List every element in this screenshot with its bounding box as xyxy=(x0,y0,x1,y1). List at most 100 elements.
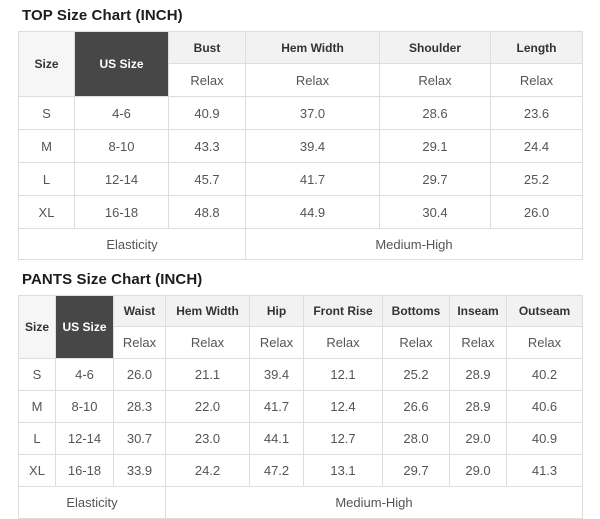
value-cell: 45.7 xyxy=(168,162,246,196)
value-cell: 28.9 xyxy=(449,390,507,423)
value-cell: 26.0 xyxy=(113,358,166,391)
value-cell: 40.9 xyxy=(168,96,246,130)
pants-header-row: Size US Size Waist Hem Width Hip Front R… xyxy=(18,295,583,359)
pants-header-hip: Hip xyxy=(249,295,304,327)
value-cell: 21.1 xyxy=(165,358,250,391)
top-header-hem-width: Hem Width xyxy=(245,31,380,64)
pants-header-us-size: US Size xyxy=(55,295,114,359)
value-cell: 28.6 xyxy=(379,96,491,130)
value-cell: 25.2 xyxy=(382,358,450,391)
size-cell: M xyxy=(18,390,56,423)
top-fit-row: Relax Relax Relax Relax xyxy=(19,63,583,97)
top-header-us-size: US Size xyxy=(74,31,169,97)
value-cell: 28.3 xyxy=(113,390,166,423)
value-cell: 26.6 xyxy=(382,390,450,423)
top-header-row: Size US Size Bust Hem Width Shoulder Len… xyxy=(18,31,583,97)
fit-cell: Relax xyxy=(303,326,383,359)
us-size-cell: 4-6 xyxy=(55,358,114,391)
pants-size-table: Size US Size Waist Hem Width Hip Front R… xyxy=(18,295,583,519)
value-cell: 13.1 xyxy=(303,454,383,487)
elasticity-label: Elasticity xyxy=(18,486,166,519)
table-row: L 12-14 30.7 23.0 44.1 12.7 28.0 29.0 40… xyxy=(18,422,583,455)
value-cell: 44.1 xyxy=(249,422,304,455)
table-row: S 4-6 40.9 37.0 28.6 23.6 xyxy=(18,96,583,130)
pants-header-hem-width: Hem Width xyxy=(165,295,250,327)
fit-cell: Relax xyxy=(449,326,507,359)
top-header-bust: Bust xyxy=(168,31,246,64)
value-cell: 23.6 xyxy=(490,96,583,130)
size-cell: L xyxy=(18,162,75,196)
value-cell: 26.0 xyxy=(490,195,583,229)
value-cell: 12.7 xyxy=(303,422,383,455)
value-cell: 48.8 xyxy=(168,195,246,229)
table-row: XL 16-18 33.9 24.2 47.2 13.1 29.7 29.0 4… xyxy=(18,454,583,487)
us-size-cell: 4-6 xyxy=(74,96,169,130)
top-elasticity-row: Elasticity Medium-High xyxy=(18,228,583,260)
value-cell: 40.2 xyxy=(506,358,583,391)
pants-fit-row: Relax Relax Relax Relax Relax Relax Rela… xyxy=(19,326,583,359)
us-size-cell: 8-10 xyxy=(55,390,114,423)
value-cell: 43.3 xyxy=(168,129,246,163)
table-row: M 8-10 43.3 39.4 29.1 24.4 xyxy=(18,129,583,163)
elasticity-value: Medium-High xyxy=(245,228,583,260)
table-row: M 8-10 28.3 22.0 41.7 12.4 26.6 28.9 40.… xyxy=(18,390,583,423)
value-cell: 40.6 xyxy=(506,390,583,423)
value-cell: 25.2 xyxy=(490,162,583,196)
us-size-cell: 12-14 xyxy=(55,422,114,455)
pants-header-outseam: Outseam xyxy=(506,295,583,327)
value-cell: 29.1 xyxy=(379,129,491,163)
value-cell: 30.4 xyxy=(379,195,491,229)
size-cell: L xyxy=(18,422,56,455)
fit-cell: Relax xyxy=(168,63,246,97)
elasticity-label: Elasticity xyxy=(18,228,246,260)
value-cell: 29.7 xyxy=(379,162,491,196)
value-cell: 33.9 xyxy=(113,454,166,487)
top-header-shoulder: Shoulder xyxy=(379,31,491,64)
value-cell: 23.0 xyxy=(165,422,250,455)
size-cell: M xyxy=(18,129,75,163)
value-cell: 28.9 xyxy=(449,358,507,391)
fit-cell: Relax xyxy=(245,63,380,97)
value-cell: 47.2 xyxy=(249,454,304,487)
pants-header-inseam: Inseam xyxy=(449,295,507,327)
top-header-length: Length xyxy=(490,31,583,64)
value-cell: 12.1 xyxy=(303,358,383,391)
size-cell: S xyxy=(18,96,75,130)
fit-cell: Relax xyxy=(249,326,304,359)
size-cell: S xyxy=(18,358,56,391)
value-cell: 12.4 xyxy=(303,390,383,423)
value-cell: 24.2 xyxy=(165,454,250,487)
fit-cell: Relax xyxy=(379,63,491,97)
pants-header-front-rise: Front Rise xyxy=(303,295,383,327)
fit-cell: Relax xyxy=(113,326,166,359)
value-cell: 37.0 xyxy=(245,96,380,130)
us-size-cell: 16-18 xyxy=(55,454,114,487)
value-cell: 29.0 xyxy=(449,422,507,455)
fit-cell: Relax xyxy=(506,326,583,359)
size-cell: XL xyxy=(18,454,56,487)
value-cell: 39.4 xyxy=(249,358,304,391)
top-size-table: Size US Size Bust Hem Width Shoulder Len… xyxy=(18,31,583,260)
size-cell: XL xyxy=(18,195,75,229)
fit-cell: Relax xyxy=(165,326,250,359)
value-cell: 30.7 xyxy=(113,422,166,455)
pants-header-waist: Waist xyxy=(113,295,166,327)
value-cell: 24.4 xyxy=(490,129,583,163)
value-cell: 29.0 xyxy=(449,454,507,487)
us-size-cell: 12-14 xyxy=(74,162,169,196)
value-cell: 41.3 xyxy=(506,454,583,487)
table-row: L 12-14 45.7 41.7 29.7 25.2 xyxy=(18,162,583,196)
pants-header-bottoms: Bottoms xyxy=(382,295,450,327)
table-row: XL 16-18 48.8 44.9 30.4 26.0 xyxy=(18,195,583,229)
fit-cell: Relax xyxy=(382,326,450,359)
elasticity-value: Medium-High xyxy=(165,486,583,519)
value-cell: 40.9 xyxy=(506,422,583,455)
pants-elasticity-row: Elasticity Medium-High xyxy=(18,486,583,519)
value-cell: 44.9 xyxy=(245,195,380,229)
value-cell: 22.0 xyxy=(165,390,250,423)
pants-chart-title: PANTS Size Chart (INCH) xyxy=(22,271,203,288)
value-cell: 28.0 xyxy=(382,422,450,455)
us-size-cell: 8-10 xyxy=(74,129,169,163)
fit-cell: Relax xyxy=(490,63,583,97)
